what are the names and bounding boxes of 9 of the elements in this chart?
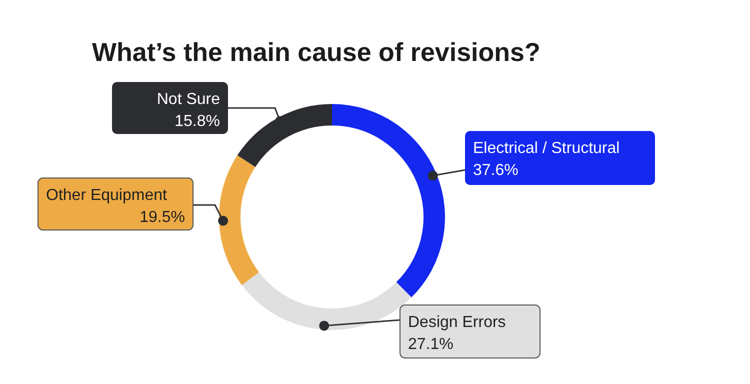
slice-label: Electrical / Structural (473, 140, 620, 157)
data-label: 27.1% (408, 336, 454, 353)
data-label: 19.5% (140, 209, 185, 226)
data-label: 37.6% (473, 162, 518, 179)
slice-label: Not Sure (156, 91, 220, 108)
data-label: 15.8% (174, 113, 220, 130)
slice-label: Other Equipment (46, 187, 168, 204)
slice-label: Design Errors (408, 314, 506, 331)
chart-title: What’s the main cause of revisions? (92, 37, 540, 67)
